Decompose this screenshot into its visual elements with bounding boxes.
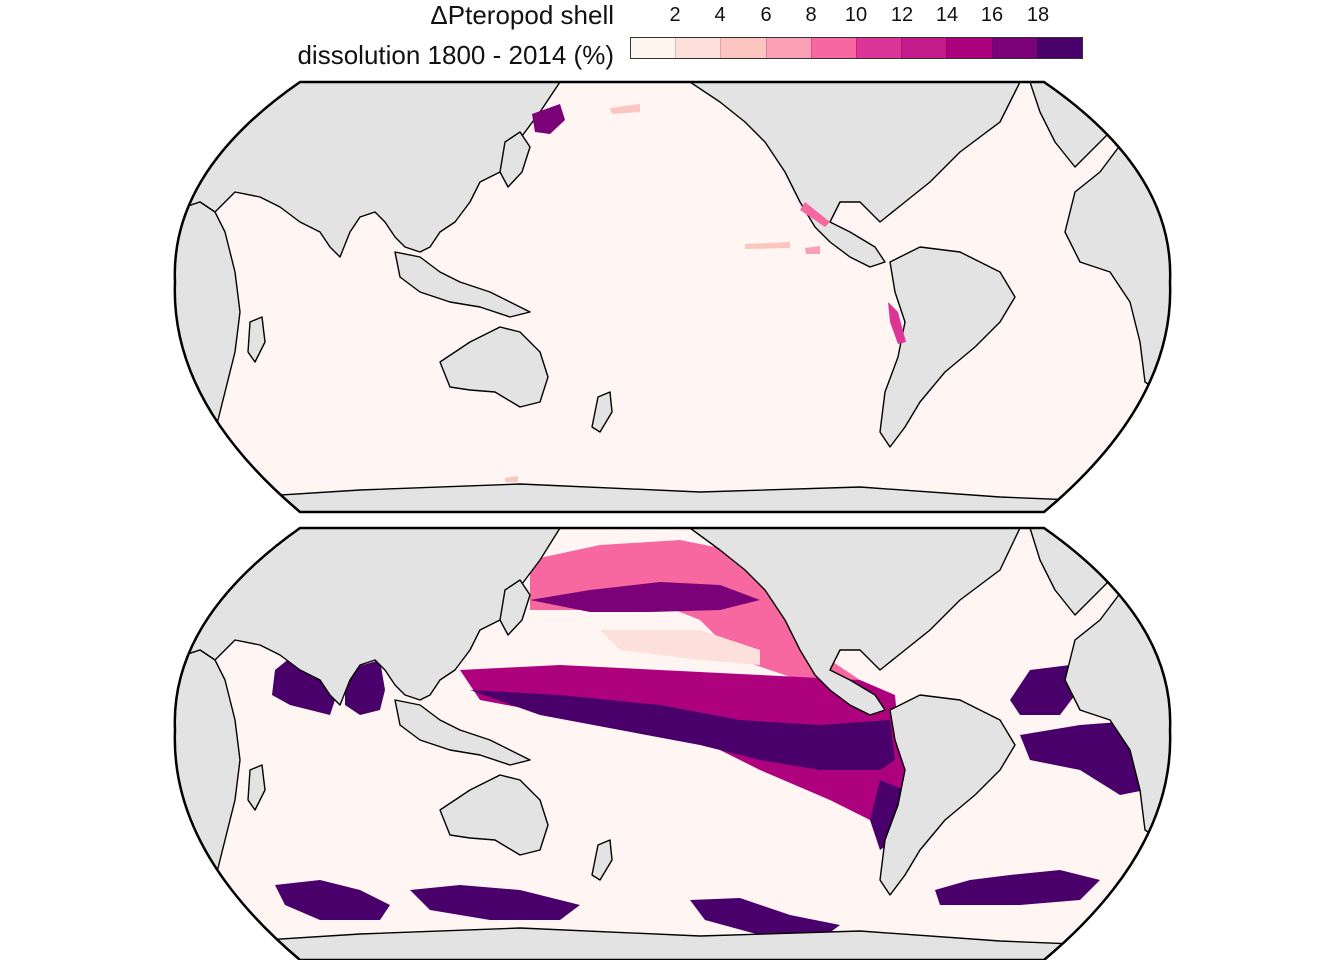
legend-title-line-1: ΔPteropod shell xyxy=(430,0,614,30)
dissolution-patch-arabian-sea xyxy=(272,650,335,715)
land-north-america xyxy=(689,82,1021,268)
colorbar-cell xyxy=(991,38,1037,58)
colorbar-cell xyxy=(946,38,992,58)
colorbar xyxy=(630,37,1083,59)
land-australia xyxy=(439,326,549,408)
colorbar-tick: 4 xyxy=(714,4,726,26)
colorbar-tick: 10 xyxy=(844,4,868,26)
dissolution-patch xyxy=(805,246,820,254)
dissolution-patch-atlantic-north xyxy=(1010,665,1075,715)
dissolution-patch-southern-4 xyxy=(935,870,1100,905)
dissolution-patch-southern-3 xyxy=(690,898,840,940)
colorbar-tick: 14 xyxy=(935,4,959,26)
land-south-america xyxy=(879,694,1016,896)
land-antarctica xyxy=(174,927,1171,960)
colorbar-cell xyxy=(1036,38,1083,58)
dissolution-patch xyxy=(800,202,830,227)
colorbar-tick: 16 xyxy=(980,4,1004,26)
dissolution-patch xyxy=(505,476,518,482)
land-new-zealand xyxy=(591,839,613,881)
colorbar-tick: 6 xyxy=(760,4,772,26)
land-antarctica xyxy=(174,483,1171,512)
bottom-map xyxy=(173,526,1172,960)
dissolution-patch-north-pacific-core xyxy=(530,582,760,612)
land-se-asia xyxy=(394,699,531,766)
dissolution-patch xyxy=(610,104,640,114)
legend-title-line-2: dissolution 1800 - 2014 (%) xyxy=(297,40,614,70)
land-europe-africa-east xyxy=(1064,569,1171,851)
land-north-america xyxy=(689,528,1021,716)
colorbar-cell xyxy=(810,38,857,58)
land-japan xyxy=(499,131,531,188)
land-europe-africa-east xyxy=(1064,121,1171,403)
land-australia xyxy=(439,774,549,856)
dissolution-patch xyxy=(532,104,565,134)
colorbar-cell xyxy=(765,38,811,58)
colorbar-cell xyxy=(720,38,766,58)
dissolution-patch-equatorial-core xyxy=(470,690,895,770)
land-south-america xyxy=(879,246,1016,448)
dissolution-patch-southern-1 xyxy=(275,880,390,920)
top-map xyxy=(173,80,1172,514)
colorbar-tick: 2 xyxy=(669,4,681,26)
map-border xyxy=(173,80,1172,514)
colorbar-tick: 8 xyxy=(805,4,817,26)
dissolution-patch xyxy=(888,302,906,344)
colorbar-cell xyxy=(856,38,902,58)
colorbar-cell xyxy=(901,38,947,58)
land-japan xyxy=(499,579,531,636)
colorbar-cell xyxy=(675,38,721,58)
land-madagascar xyxy=(247,764,266,811)
dissolution-patch xyxy=(745,242,790,249)
dissolution-patch-pale-band xyxy=(600,630,760,665)
colorbar-tick: 12 xyxy=(890,4,914,26)
dissolution-patch-atlantic-south xyxy=(1020,720,1145,795)
dissolution-patch-southern-2 xyxy=(410,885,580,920)
land-se-asia xyxy=(394,251,531,318)
land-madagascar xyxy=(247,316,266,363)
colorbar-cell xyxy=(631,38,676,58)
land-new-zealand xyxy=(591,391,613,433)
colorbar-tick: 18 xyxy=(1026,4,1050,26)
map-border xyxy=(173,526,1172,960)
